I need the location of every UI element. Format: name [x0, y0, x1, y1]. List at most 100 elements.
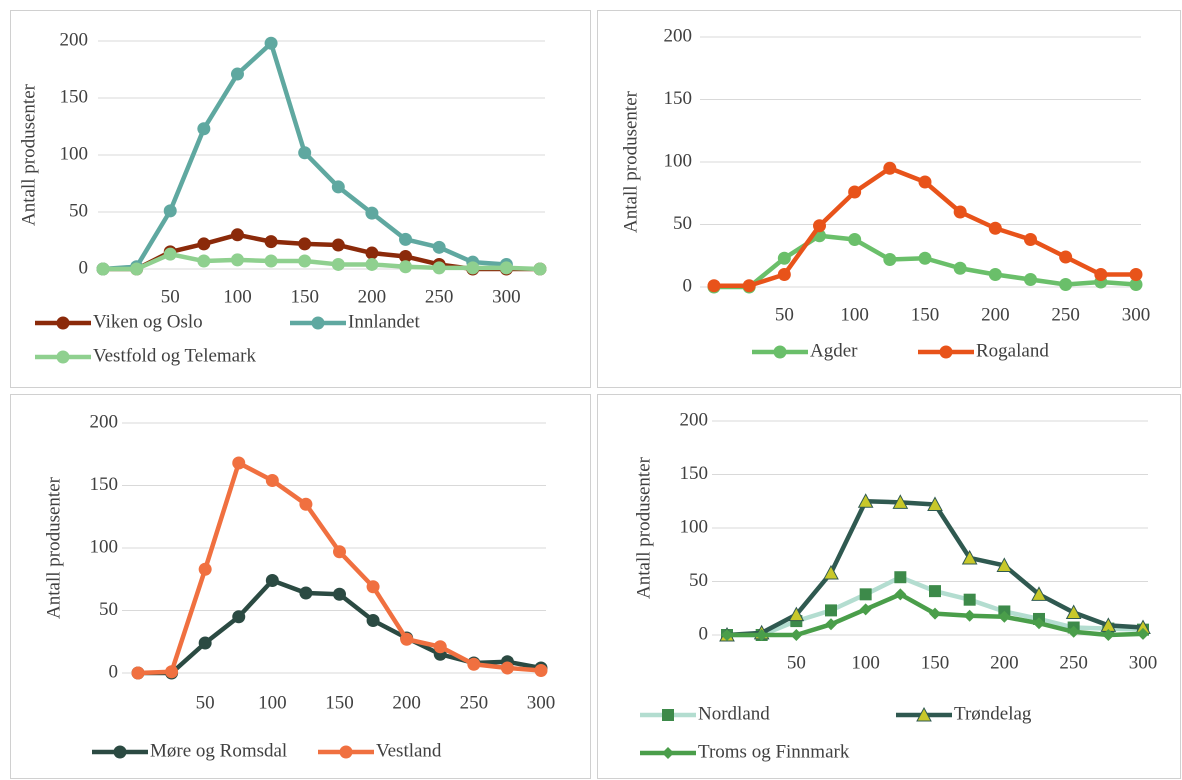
- data-point: [298, 146, 312, 160]
- legend-label: Vestland: [376, 740, 442, 761]
- data-point: [197, 122, 211, 136]
- legend-marker: [339, 745, 353, 759]
- x-tick-label: 200: [990, 652, 1019, 673]
- y-tick-label: 150: [664, 88, 693, 109]
- data-point: [988, 268, 1002, 281]
- data-point: [299, 586, 313, 600]
- x-tick-label: 250: [1059, 652, 1088, 673]
- data-point: [1129, 278, 1143, 291]
- data-point: [264, 36, 278, 50]
- data-point: [848, 233, 862, 246]
- x-tick-label: 300: [1122, 304, 1151, 325]
- data-point: [892, 494, 909, 509]
- data-point: [929, 585, 941, 598]
- y-tick-label: 200: [680, 409, 709, 430]
- y-tick-label: 200: [90, 411, 119, 432]
- data-point: [918, 251, 932, 265]
- data-point: [883, 161, 897, 175]
- data-point: [1102, 629, 1115, 641]
- data-point: [467, 657, 481, 671]
- data-point: [365, 206, 379, 220]
- data-point: [365, 257, 379, 271]
- data-point: [929, 607, 941, 620]
- y-tick-label: 100: [90, 536, 119, 557]
- legend-marker: [916, 706, 932, 722]
- y-tick-label: 0: [79, 257, 89, 278]
- legend-marker: [56, 350, 70, 364]
- y-axis-title: Antall produsenter: [620, 90, 641, 233]
- data-point: [265, 574, 279, 587]
- data-point: [721, 629, 733, 641]
- data-point: [230, 253, 244, 267]
- data-point: [264, 235, 278, 249]
- y-tick-label: 100: [664, 150, 693, 171]
- y-axis-title: Antall produsenter: [18, 83, 39, 226]
- data-point: [299, 497, 313, 511]
- data-point: [1094, 268, 1108, 281]
- x-tick-label: 250: [425, 286, 454, 307]
- data-point: [823, 564, 839, 580]
- data-point: [963, 593, 976, 606]
- legend-marker: [662, 709, 674, 721]
- y-tick-label: 200: [60, 29, 89, 50]
- data-point: [165, 665, 179, 679]
- x-tick-label: 50: [161, 286, 180, 307]
- data-point: [988, 221, 1002, 235]
- data-point: [399, 260, 413, 274]
- x-tick-label: 50: [196, 692, 215, 713]
- data-point: [894, 571, 907, 584]
- data-point: [755, 629, 768, 641]
- data-point: [399, 249, 413, 263]
- data-point: [777, 251, 791, 265]
- data-point: [1024, 233, 1037, 246]
- data-point: [1033, 617, 1045, 630]
- data-point: [707, 279, 721, 293]
- y-tick-label: 100: [680, 516, 709, 537]
- data-point: [433, 640, 447, 654]
- panel-frame: [10, 10, 591, 388]
- data-point: [331, 238, 345, 252]
- data-point: [790, 629, 803, 641]
- data-point: [953, 261, 967, 275]
- data-point: [232, 456, 246, 470]
- legend-label: Viken og Oslo: [93, 311, 203, 332]
- data-point: [500, 661, 514, 675]
- legend-label: Trøndelag: [954, 703, 1032, 724]
- data-point: [432, 261, 446, 275]
- data-point: [777, 268, 791, 281]
- data-point: [333, 545, 346, 559]
- data-point: [1031, 586, 1047, 601]
- data-point: [813, 219, 826, 233]
- data-point: [825, 618, 837, 631]
- data-point: [400, 632, 414, 646]
- data-point: [197, 254, 211, 268]
- legend-marker: [773, 345, 787, 359]
- data-point: [825, 604, 837, 617]
- y-tick-label: 50: [689, 570, 708, 591]
- y-axis-title: Antall produsenter: [43, 476, 64, 619]
- data-point: [366, 580, 380, 594]
- x-tick-label: 50: [787, 652, 806, 673]
- data-point: [1024, 273, 1037, 286]
- data-point: [265, 474, 279, 487]
- x-tick-label: 200: [358, 286, 387, 307]
- panel-frame: [597, 10, 1181, 388]
- data-point: [927, 496, 943, 511]
- legend-label: Rogaland: [976, 340, 1049, 361]
- legend-label: Møre og Romsdal: [150, 740, 287, 761]
- x-tick-label: 150: [290, 286, 319, 307]
- legend-marker: [113, 745, 127, 759]
- y-tick-label: 100: [60, 143, 89, 164]
- data-point: [230, 67, 244, 81]
- x-tick-label: 200: [981, 304, 1010, 325]
- data-point: [996, 557, 1013, 572]
- y-tick-label: 0: [683, 275, 693, 296]
- legend-label: Agder: [810, 340, 858, 361]
- data-point: [859, 603, 872, 616]
- data-point: [499, 261, 513, 275]
- data-point: [331, 257, 345, 271]
- x-tick-label: 100: [840, 304, 869, 325]
- data-point: [96, 262, 110, 276]
- data-point: [788, 606, 805, 622]
- x-tick-label: 100: [258, 692, 287, 713]
